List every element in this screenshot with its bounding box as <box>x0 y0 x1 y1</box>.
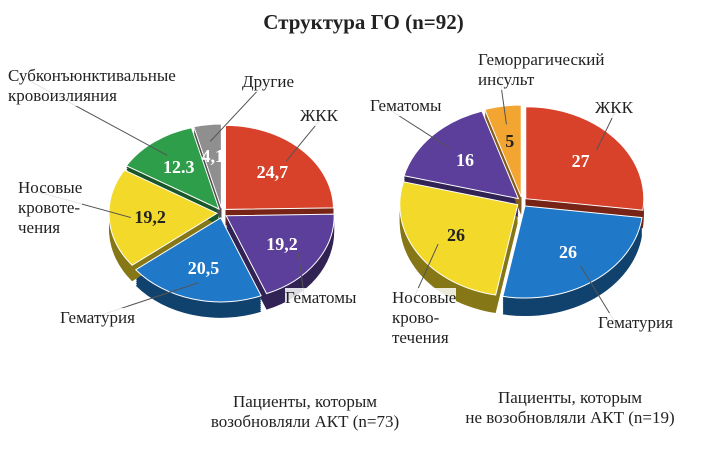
value-label: 16 <box>456 149 475 170</box>
slice <box>484 104 522 198</box>
slice <box>193 123 222 209</box>
category-label: Геморрагический инсульт <box>478 50 605 90</box>
slice <box>525 106 645 211</box>
value-label: 24,7 <box>256 162 289 183</box>
category-label: ЖКК <box>300 106 338 126</box>
value-label: 12.3 <box>163 157 195 178</box>
value-label: 26 <box>558 242 577 263</box>
category-label: ЖКК <box>595 98 633 118</box>
category-label: Гематурия <box>598 313 673 333</box>
category-label: Гематомы <box>285 288 357 308</box>
value-label: 27 <box>571 150 590 171</box>
value-label: 4,1 <box>201 146 225 167</box>
value-label: 19,2 <box>266 234 298 255</box>
leader-line <box>389 109 450 149</box>
value-label: 26 <box>447 225 465 246</box>
slice <box>403 110 520 200</box>
slice <box>108 169 219 266</box>
slice <box>225 124 334 210</box>
chart-subtitle: Пациенты, которым возобновляли АКТ (n=73… <box>210 392 400 431</box>
slice <box>125 127 220 210</box>
chart-title: Структура ГО (n=92) <box>263 10 464 34</box>
slice <box>399 181 519 296</box>
value-label: 19,2 <box>134 206 166 227</box>
value-label: 20,5 <box>187 258 220 279</box>
category-label: Гематурия <box>60 308 135 328</box>
chart-subtitle: Пациенты, которым не возобновляли АКТ (n… <box>465 388 675 427</box>
category-label: Носовые крово- течения <box>392 288 457 348</box>
slice <box>225 213 335 295</box>
slice <box>502 205 643 299</box>
category-label: Другие <box>242 72 294 92</box>
leader-line <box>209 85 263 142</box>
category-label: Гематомы <box>370 96 442 116</box>
leader-line <box>285 119 321 162</box>
category-label: Субконъюнктивальные кровоизлияния <box>8 66 176 106</box>
category-label: Носовые кровоте- чения <box>18 178 83 238</box>
value-label: 5 <box>505 130 515 151</box>
slice <box>134 217 262 303</box>
leader-line <box>596 111 616 151</box>
